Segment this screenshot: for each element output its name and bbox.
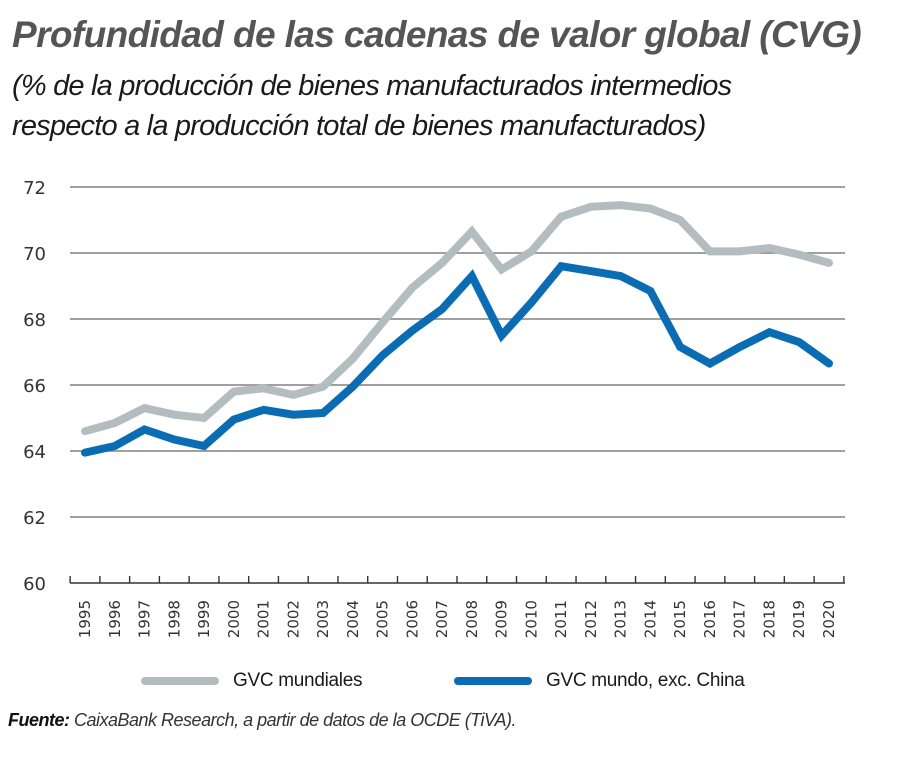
x-tick-label: 2009 (493, 600, 511, 638)
x-tick-label: 2000 (225, 600, 243, 638)
y-tick-label: 62 (23, 508, 46, 529)
y-axis-ticks: 60 62 64 66 68 70 72 (23, 178, 46, 595)
x-tick-label: 2005 (374, 600, 392, 638)
x-tick-label: 2018 (760, 600, 778, 638)
source-note: Fuente: CaixaBank Research, a partir de … (8, 710, 517, 731)
x-tick-label: 2020 (820, 600, 838, 638)
line-chart: 60 62 64 66 68 70 72 1995 1996 1997 1998 1999 2000 2… (23, 178, 845, 638)
x-tick-label: 2010 (522, 600, 540, 638)
x-tick-label: 2014 (641, 600, 659, 638)
y-tick-label: 68 (23, 310, 46, 331)
x-tick-label: 2016 (701, 600, 719, 638)
x-tick-label: 1996 (106, 600, 124, 638)
x-tick-label: 2011 (552, 600, 570, 638)
y-tick-label: 60 (23, 574, 46, 595)
x-tick-label: 1997 (136, 600, 154, 638)
x-tick-label: 2015 (671, 600, 689, 638)
legend-label-ex-china: GVC mundo, exc. China (546, 670, 745, 691)
legend-swatch-world (141, 677, 219, 685)
source-label: Fuente: (8, 710, 70, 730)
legend-item-ex-china: GVC mundo, exc. China (454, 670, 745, 692)
x-tick-label: 2008 (463, 600, 481, 638)
x-tick-label: 1998 (165, 600, 183, 638)
x-tick-label: 2006 (403, 600, 421, 638)
subtitle-line-1: (% de la producción de bienes manufactur… (12, 70, 732, 102)
legend-swatch-ex-china (454, 677, 532, 685)
x-tick-label: 2012 (582, 600, 600, 638)
y-tick-label: 64 (23, 442, 46, 463)
chart-subtitle: (% de la producción de bienes manufactur… (12, 66, 892, 146)
y-tick-label: 70 (23, 244, 46, 265)
x-axis: 1995 1996 1997 1998 1999 2000 2001 2002 2003 2004… (69, 576, 845, 638)
source-text: CaixaBank Research, a partir de datos de… (69, 710, 517, 730)
x-tick-label: 2004 (344, 600, 362, 638)
x-tick-label: 1999 (195, 600, 213, 638)
series-line-gvc-mundiales (81, 201, 833, 436)
legend-label-world: GVC mundiales (233, 670, 363, 691)
y-tick-label: 72 (23, 178, 46, 199)
series-lines (81, 201, 833, 457)
legend: GVC mundiales GVC mundo, exc. China (0, 670, 900, 696)
y-tick-label: 66 (23, 376, 46, 397)
x-tick-label: 2017 (731, 600, 749, 638)
legend-item-world: GVC mundiales (141, 670, 362, 692)
x-tick-label: 2002 (284, 600, 302, 638)
x-tick-label: 2003 (314, 600, 332, 638)
x-tick-label: 2013 (612, 600, 630, 638)
x-tick-label: 2019 (790, 600, 808, 638)
x-tick-label: 2001 (255, 600, 273, 638)
subtitle-line-2: respecto a la producción total de bienes… (12, 110, 706, 142)
x-tick-label: 1995 (76, 600, 94, 638)
series-line-gvc-exc-china (81, 261, 833, 457)
x-tick-label: 2007 (433, 600, 451, 638)
chart-title: Profundidad de las cadenas de valor glob… (12, 14, 862, 55)
